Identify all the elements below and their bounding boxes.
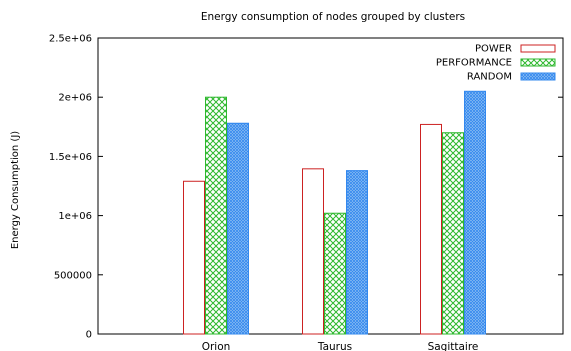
legend-swatch-power	[520, 44, 556, 53]
bar-random-sagittaire	[464, 90, 486, 335]
bar-power-sagittaire	[420, 123, 442, 335]
x-tick-label: Sagittaire	[428, 341, 479, 351]
bar-random-orion	[227, 122, 249, 335]
x-tick-label: Orion	[202, 341, 231, 351]
y-tick-label: 2e+06	[58, 93, 92, 104]
bar-power-orion	[183, 180, 205, 335]
y-tick-label: 0	[86, 330, 92, 341]
y-tick-label: 2.5e+06	[49, 34, 92, 45]
chart-title: Energy consumption of nodes grouped by c…	[201, 11, 465, 23]
legend: POWER PERFORMANCE RANDOM	[436, 44, 556, 83]
bar-performance-orion	[205, 96, 227, 335]
bar-random-taurus	[346, 170, 368, 335]
bar-performance-sagittaire	[442, 132, 464, 335]
y-tick-label: 1e+06	[58, 211, 92, 222]
legend-swatch-performance	[520, 58, 556, 67]
y-axis-label: Energy Consumption (J)	[10, 131, 21, 249]
y-tick-label: 500000	[54, 270, 92, 281]
y-axis-ticks: 0 500000 1e+06 1.5e+06 2e+06 2.5e+06	[49, 34, 563, 341]
legend-label-power: POWER	[475, 44, 512, 55]
legend-label-random: RANDOM	[467, 72, 512, 83]
legend-swatch-random	[520, 72, 556, 81]
bar-series	[183, 90, 486, 335]
legend-label-performance: PERFORMANCE	[436, 58, 512, 69]
y-tick-label: 1.5e+06	[49, 152, 92, 163]
x-tick-label: Taurus	[317, 341, 352, 351]
bar-performance-taurus	[324, 212, 346, 335]
bar-power-taurus	[302, 168, 324, 335]
